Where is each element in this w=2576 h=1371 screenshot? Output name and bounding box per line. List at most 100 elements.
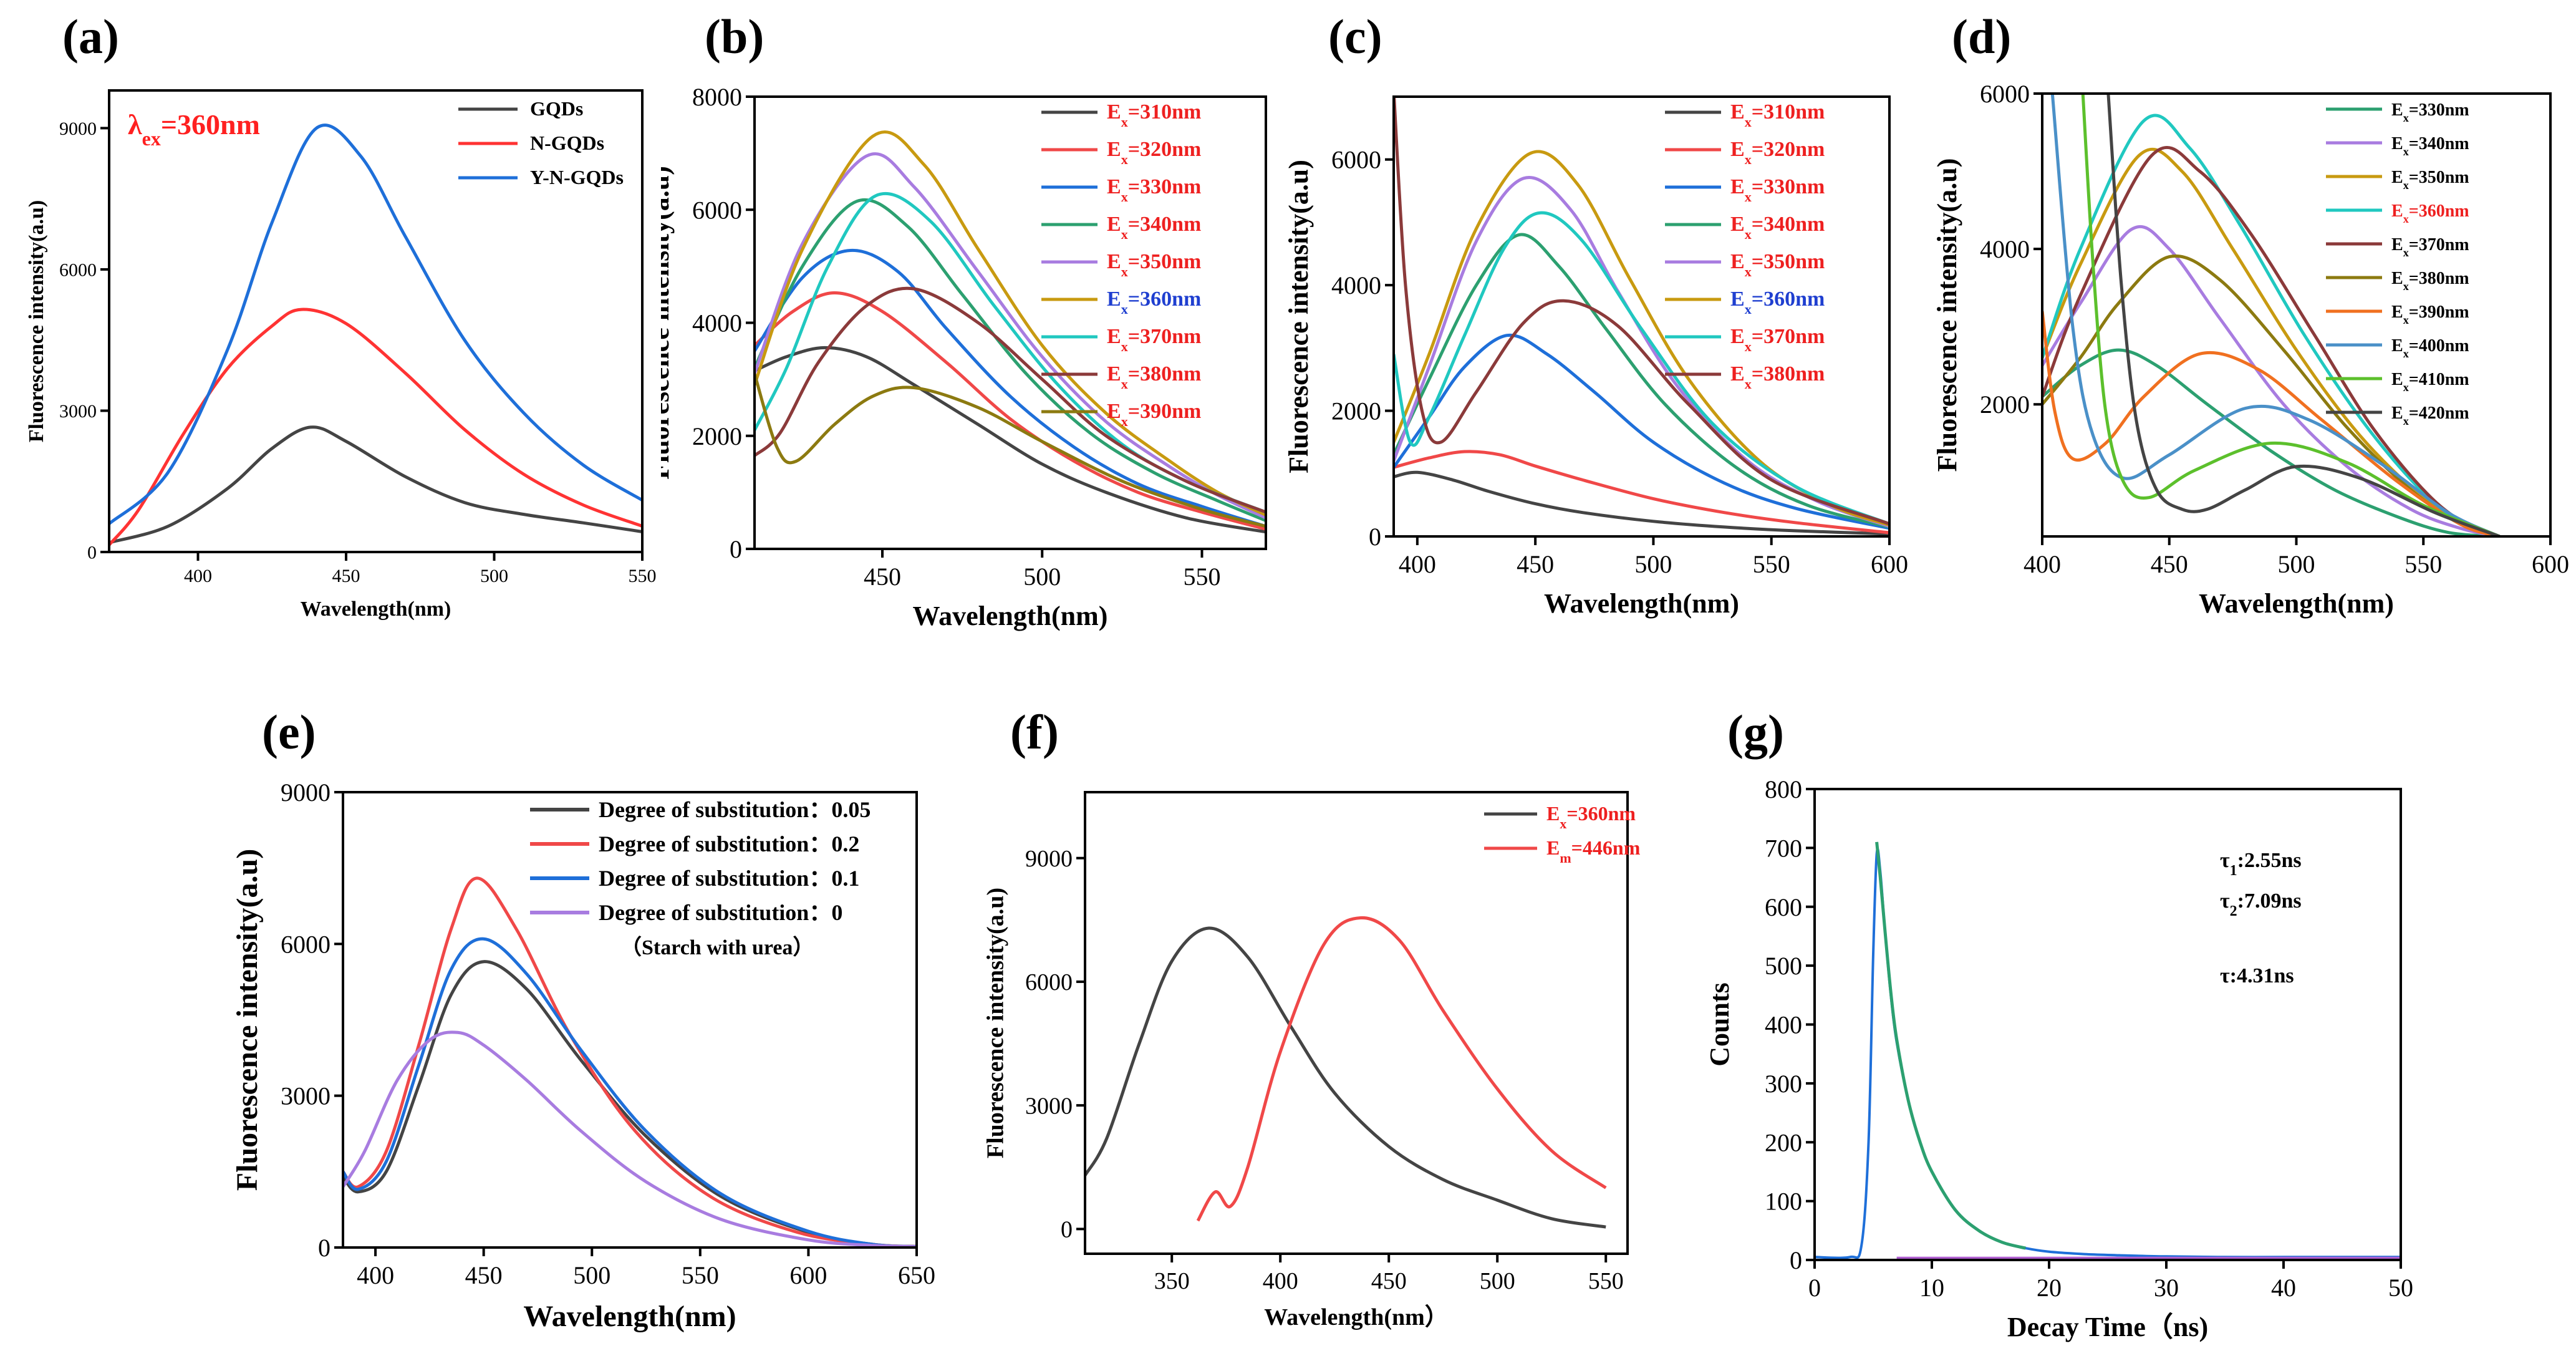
chart-d: (d) 400 450 500 550 600 2000 4000 6000 Wavelength… (1932, 9, 2569, 619)
y-tick-label: 2000 (1331, 397, 1381, 425)
series-line-5 (755, 130, 1266, 516)
y-tick-label: 500 (1765, 952, 1802, 980)
y-tick-label: 4000 (1980, 235, 2030, 263)
series-line-6 (2042, 311, 2501, 536)
panel-a: (a) 400 450 500 550 0 3000 6000 9000 Wavelength(n… (0, 0, 661, 649)
legend-label: Ex=360nm (2391, 201, 2469, 225)
chart-e: (e) 400 450 500 550 600 650 0 3000 6000 9000 Wavele… (231, 705, 935, 1333)
y-tick-label: 400 (1765, 1011, 1802, 1039)
x-tick-label: 650 (898, 1261, 935, 1289)
y-tick-label: 0 (1061, 1217, 1073, 1243)
y-tick-label: 6000 (281, 930, 330, 958)
legend-label: Ex=370nm (1107, 325, 1201, 354)
legend-label: Ex=310nm (1107, 100, 1201, 130)
legend-label: Ex=330nm (1730, 175, 1825, 205)
panel-g: (g) 0 10 20 30 40 50 0 100 200 300 400 500 600 700 800 D… (1684, 699, 2457, 1368)
series-line-7 (2050, 94, 2501, 536)
x-axis-label: Wavelength(nm) (523, 1300, 736, 1333)
y-tick-label: 4000 (1331, 271, 1381, 299)
series-line-3 (755, 198, 1266, 523)
y-tick-label: 100 (1765, 1188, 1802, 1216)
legend-label: Ex=340nm (1730, 213, 1825, 242)
x-tick-label: 500 (1634, 550, 1672, 578)
legend-label: Y-N-GQDs (530, 166, 624, 188)
series-group (109, 124, 642, 546)
legend-label: Ex=390nm (1107, 400, 1201, 429)
series-line-2 (109, 124, 642, 525)
series-line-8 (755, 373, 1266, 528)
series-group (1394, 97, 1889, 536)
x-tick-label: 550 (1753, 550, 1790, 578)
chart-b: (b) 450 500 550 0 2000 4000 6000 8000 Wavelength(… (644, 9, 1267, 631)
annotation: τ:4.31ns (2220, 964, 2294, 987)
y-axis-label: Fluorescence intensity(a.u) (231, 849, 264, 1191)
panel-label: (c) (1328, 9, 1382, 64)
series-line-3 (343, 1030, 917, 1247)
y-tick-label: 0 (1790, 1246, 1802, 1274)
legend-label: N-GQDs (530, 132, 604, 154)
y-tick-label: 200 (1765, 1128, 1802, 1156)
series-line-1 (1875, 841, 2026, 1250)
legend-label: Ex=350nm (2391, 168, 2469, 191)
series-group (1085, 916, 1607, 1229)
y-tick-label: 300 (1765, 1070, 1802, 1098)
y-tick-label: 6000 (692, 196, 742, 224)
x-tick-label: 550 (1184, 563, 1221, 591)
legend-label: Ex=350nm (1730, 250, 1825, 279)
y-tick-label: 700 (1765, 834, 1802, 862)
legend-label: Ex=380nm (1107, 362, 1201, 392)
panel-label: (g) (1727, 705, 1784, 759)
plot-frame (342, 791, 918, 1249)
plot-frame (1084, 791, 1629, 1255)
annotation: λex=360nm (128, 109, 260, 150)
x-axis-label: Wavelength(nm) (2199, 588, 2394, 619)
legend-label: Ex=330nm (2391, 100, 2469, 124)
y-axis-label: Fluorescence intensity(a.u) (1285, 160, 1314, 473)
x-tick-label: 10 (1919, 1274, 1944, 1302)
x-tick-label: 50 (2388, 1274, 2413, 1302)
series-group (755, 130, 1266, 534)
x-tick-label: 600 (1871, 550, 1908, 578)
x-tick-label: 550 (2405, 550, 2442, 578)
y-tick-label: 2000 (1980, 390, 2030, 419)
legend-label: Degree of substitution：0 (599, 900, 842, 925)
legend-label: Degree of substitution：0.2 (599, 831, 859, 856)
x-tick-label: 550 (629, 566, 657, 586)
x-tick-label: 0 (1808, 1274, 1821, 1302)
y-tick-label: 800 (1765, 775, 1802, 803)
y-tick-label: 9000 (281, 778, 330, 807)
series-line-2 (1394, 333, 1889, 530)
x-tick-label: 500 (1023, 563, 1061, 591)
panel-label: (e) (262, 705, 316, 759)
x-tick-label: 500 (573, 1261, 610, 1289)
y-tick-label: 6000 (1025, 969, 1073, 996)
panel-c: (c) 400 450 500 550 600 0 2000 4000 6000 Wavelengt… (1283, 0, 1908, 649)
legend-label: Ex=360nm (1730, 288, 1825, 317)
plot-frame (1392, 95, 1891, 538)
y-axis-label: Fluorescence intensity(a.u) (982, 888, 1008, 1158)
legend-label: Ex=420nm (2391, 404, 2469, 427)
y-tick-label: 6000 (1331, 146, 1381, 174)
y-tick-label: 3000 (281, 1082, 330, 1110)
x-tick-label: 600 (2532, 550, 2569, 578)
x-axis-label: Decay Time（ns) (2007, 1312, 2208, 1342)
series-line-0 (2042, 348, 2500, 536)
legend-label: Ex=360nm (1546, 802, 1636, 831)
y-tick-label: 8000 (692, 83, 742, 111)
series-line-1 (109, 308, 642, 546)
annotation: τ1:2.55ns (2220, 849, 2302, 879)
series-line-7 (755, 286, 1266, 514)
annotation: τ2:7.09ns (2220, 889, 2302, 919)
series-group (2042, 94, 2501, 536)
legend-label: Degree of substitution：0.1 (599, 866, 859, 891)
y-tick-label: 4000 (692, 309, 742, 337)
x-tick-label: 400 (1263, 1268, 1298, 1294)
panel-label: (f) (1010, 705, 1059, 759)
y-tick-label: 0 (730, 535, 742, 563)
legend-label: Ex=370nm (2391, 235, 2469, 259)
series-group (1815, 841, 2401, 1260)
x-axis-label: Wavelength(nm) (1544, 588, 1739, 619)
y-tick-label: 6000 (59, 259, 97, 280)
panel-label: (d) (1952, 9, 2011, 64)
x-tick-label: 400 (1399, 550, 1436, 578)
